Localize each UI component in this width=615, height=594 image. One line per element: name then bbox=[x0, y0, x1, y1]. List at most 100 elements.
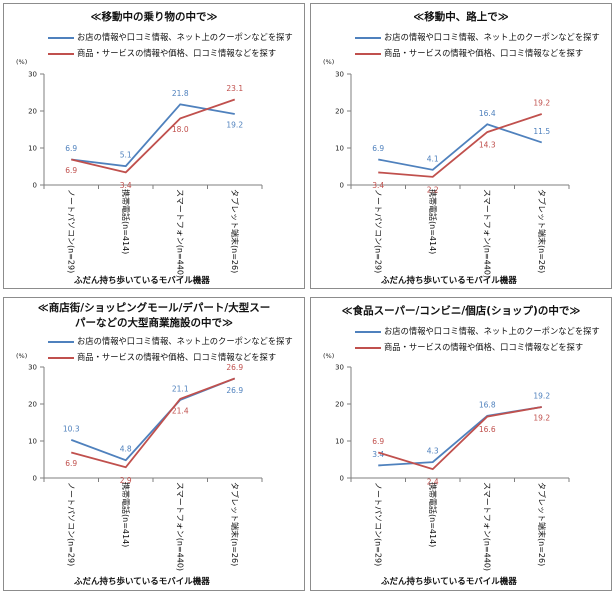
x-axis-title: ふだん持ち歩いているモバイル機器 bbox=[74, 577, 210, 587]
legend-swatch-blue bbox=[355, 330, 381, 333]
x-tick-label: タブレット端末(n=26) bbox=[230, 482, 240, 566]
legend-label: お店の情報や口コミ情報、ネット上のクーポンなどを探す bbox=[77, 32, 293, 42]
y-tick-label: 0 bbox=[340, 475, 344, 483]
x-tick-label: ノートパソコン(n=29) bbox=[373, 189, 382, 273]
data-label-series-1: 26.9 bbox=[226, 386, 243, 395]
x-axis-title: ふだん持ち歩いているモバイル機器 bbox=[74, 276, 210, 286]
data-label-series-1: 4.8 bbox=[120, 445, 132, 454]
data-label-series-2: 19.2 bbox=[533, 98, 550, 107]
y-tick-label: 30 bbox=[335, 71, 344, 79]
legend-label: お店の情報や口コミ情報、ネット上のクーポンなどを探す bbox=[77, 336, 293, 346]
data-label-series-2: 6.9 bbox=[65, 459, 77, 468]
legend-swatch-blue bbox=[355, 36, 381, 39]
data-label-series-1: 6.9 bbox=[372, 144, 384, 153]
line-chart: (%) 0 10 20 30 ノートパソコン(n=29) 携帯電話(n=414) スマートフォ… bbox=[16, 58, 263, 278]
data-label-series-1: 19.2 bbox=[226, 120, 243, 129]
series-line-2 bbox=[71, 377, 236, 469]
data-label-series-1: 4.1 bbox=[427, 154, 439, 163]
data-label-series-1: 21.1 bbox=[172, 384, 189, 393]
legend-label: お店の情報や口コミ情報、ネット上のクーポンなどを探す bbox=[384, 326, 600, 336]
legend-label: 商品・サービスの情報や価格、口コミ情報などを探す bbox=[384, 342, 584, 352]
data-label-series-2: 6.9 bbox=[372, 437, 384, 446]
data-label-series-1: 19.2 bbox=[533, 391, 550, 400]
x-tick-label: 携帯電話(n=414) bbox=[121, 482, 131, 547]
chart-title: ≪移動中の乗り物の中で≫ bbox=[90, 11, 218, 23]
y-tick-label: 0 bbox=[33, 182, 37, 190]
x-tick-label: 携帯電話(n=414) bbox=[428, 189, 438, 254]
chart-panel-moving-vehicle: ≪移動中の乗り物の中で≫ お店の情報や口コミ情報、ネット上のクーポンなどを探す … bbox=[3, 3, 305, 289]
y-tick-label: 20 bbox=[28, 108, 37, 116]
x-tick-label: スマートフォン(n=440) bbox=[482, 189, 491, 278]
y-tick-label: 20 bbox=[335, 401, 344, 409]
x-tick-label: スマートフォン(n=440) bbox=[175, 189, 184, 278]
data-label-series-2: 2.4 bbox=[427, 478, 439, 487]
chart-title-line: ≪商店街/ショッピングモール/デパート/大型スー bbox=[37, 302, 271, 314]
data-label-series-1: 11.5 bbox=[533, 127, 550, 136]
chart-title-line: パーなどの大型商業施設の中で≫ bbox=[75, 317, 233, 329]
x-tick-label: スマートフォン(n=440) bbox=[175, 482, 184, 571]
chart-title: ≪商店街/ショッピングモール/デパート/大型スー パーなどの大型商業施設の中で≫ bbox=[4, 301, 304, 331]
x-tick-label: タブレット端末(n=26) bbox=[537, 189, 547, 273]
line-chart: (%) 0 10 20 30 ノートパソコン(n=29) 携帯電話(n=414) スマートフォ… bbox=[323, 58, 570, 278]
data-label-series-1: 6.9 bbox=[65, 144, 77, 153]
series-line-2 bbox=[377, 406, 542, 471]
x-tick-label: ノートパソコン(n=29) bbox=[66, 482, 75, 566]
x-axis-title: ふだん持ち歩いているモバイル機器 bbox=[381, 577, 517, 587]
x-axis-title: ふだん持ち歩いているモバイル機器 bbox=[381, 276, 517, 286]
series-line-1 bbox=[71, 103, 235, 168]
y-axis-unit: (%) bbox=[16, 352, 27, 360]
x-tick-label: ノートパソコン(n=29) bbox=[373, 482, 382, 566]
data-label-series-2: 16.6 bbox=[479, 425, 496, 434]
legend-swatch-red bbox=[48, 52, 74, 55]
data-label-series-2: 23.1 bbox=[226, 84, 243, 93]
series-line-1 bbox=[378, 406, 542, 467]
legend-label: 商品・サービスの情報や価格、口コミ情報などを探す bbox=[77, 352, 277, 362]
y-tick-label: 20 bbox=[335, 108, 344, 116]
legend-item-product-info: 商品・サービスの情報や価格、口コミ情報などを探す bbox=[355, 47, 583, 59]
data-label-series-1: 21.8 bbox=[172, 89, 189, 98]
x-tick-label: タブレット端末(n=26) bbox=[230, 189, 240, 273]
data-label-series-2: 3.4 bbox=[372, 181, 384, 190]
y-tick-label: 20 bbox=[28, 401, 37, 409]
chart-panel-large-commercial: ≪商店街/ショッピングモール/デパート/大型スー パーなどの大型商業施設の中で≫… bbox=[3, 297, 305, 591]
y-tick-label: 30 bbox=[335, 364, 344, 372]
data-label-series-2: 19.2 bbox=[533, 413, 550, 422]
legend-item-shop-info: お店の情報や口コミ情報、ネット上のクーポンなどを探す bbox=[355, 31, 600, 43]
data-label-series-2: 21.4 bbox=[172, 406, 189, 415]
y-tick-label: 10 bbox=[28, 438, 37, 446]
y-axis-unit: (%) bbox=[16, 58, 27, 66]
data-label-series-1: 10.3 bbox=[63, 424, 80, 433]
legend-item-shop-info: お店の情報や口コミ情報、ネット上のクーポンなどを探す bbox=[48, 335, 293, 347]
legend-swatch-red bbox=[355, 346, 381, 349]
data-label-series-2: 18.0 bbox=[172, 125, 189, 134]
y-tick-label: 30 bbox=[28, 71, 37, 79]
y-axis-unit: (%) bbox=[323, 352, 334, 360]
chart-title: ≪食品スーパー/コンビニ/個店(ショップ)の中で≫ bbox=[341, 305, 581, 317]
y-axis-unit: (%) bbox=[323, 58, 334, 66]
data-label-series-1: 3.4 bbox=[372, 450, 384, 459]
series-line-1 bbox=[378, 123, 543, 171]
x-tick-label: 携帯電話(n=414) bbox=[428, 482, 438, 547]
y-tick-label: 0 bbox=[33, 475, 37, 483]
data-label-series-2: 14.3 bbox=[479, 141, 496, 150]
chart-panel-food-store: ≪食品スーパー/コンビニ/個店(ショップ)の中で≫ お店の情報や口コミ情報、ネッ… bbox=[310, 297, 612, 591]
data-label-series-1: 4.3 bbox=[427, 447, 439, 456]
line-chart: (%) 0 10 20 30 ノートパソコン(n=29) 携帯電話(n=414) スマートフォ… bbox=[323, 352, 570, 571]
series-line-2 bbox=[378, 113, 543, 178]
chart-title: ≪移動中、路上で≫ bbox=[413, 11, 509, 23]
legend-swatch-blue bbox=[48, 340, 74, 343]
x-tick-label: タブレット端末(n=26) bbox=[537, 482, 547, 566]
data-label-series-2: 26.9 bbox=[226, 363, 243, 372]
x-tick-label: ノートパソコン(n=29) bbox=[66, 189, 75, 273]
chart-panel-on-street: ≪移動中、路上で≫ お店の情報や口コミ情報、ネット上のクーポンなどを探す 商品・… bbox=[310, 3, 612, 289]
legend-label: 商品・サービスの情報や価格、口コミ情報などを探す bbox=[384, 48, 584, 58]
x-tick-label: スマートフォン(n=440) bbox=[482, 482, 491, 571]
y-tick-label: 10 bbox=[28, 145, 37, 153]
data-label-series-2: 2.2 bbox=[427, 185, 439, 194]
data-label-series-1: 16.8 bbox=[479, 400, 496, 409]
x-tick-label: 携帯電話(n=414) bbox=[121, 189, 131, 254]
legend-label: お店の情報や口コミ情報、ネット上のクーポンなどを探す bbox=[384, 32, 600, 42]
y-tick-label: 0 bbox=[340, 182, 344, 190]
data-label-series-2: 6.9 bbox=[65, 166, 77, 175]
legend-swatch-red bbox=[355, 52, 381, 55]
